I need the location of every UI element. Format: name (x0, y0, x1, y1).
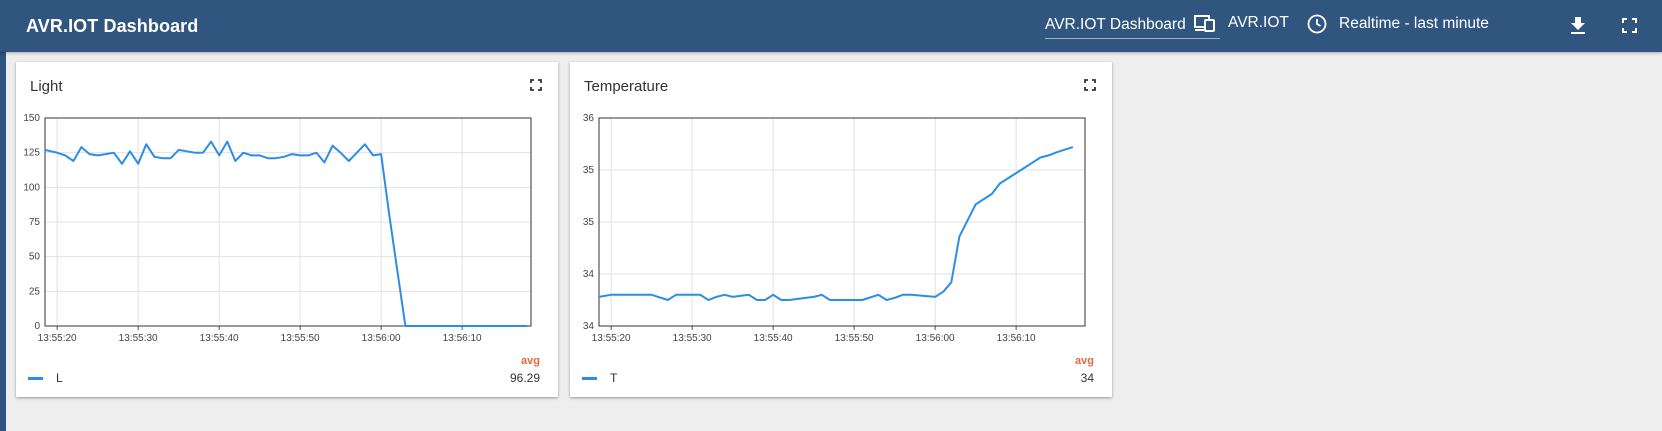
card-title: Temperature (584, 78, 669, 95)
plot-frame (598, 117, 1086, 327)
top-bar: AVR.IOT Dashboard AVR.IOT Dashboard AVR.… (0, 0, 1662, 52)
y-tick-label: 150 (23, 113, 40, 124)
avg-label: avg (521, 355, 540, 367)
legend-series-name: L (56, 371, 63, 385)
light-line-chart: 0 25 50 75 100 125 150 13:55:20 13:55:30 13:55:40… (23, 113, 532, 344)
y-tick-label: 35 (583, 217, 595, 228)
x-tick-label: 13:56:10 (443, 333, 482, 344)
y-tick-label: 125 (23, 148, 40, 159)
left-edge-strip (0, 0, 6, 431)
x-tick-label: 13:55:20 (38, 333, 77, 344)
series-line-T (598, 146, 1074, 301)
avg-label: avg (1075, 355, 1094, 367)
device-button[interactable]: AVR.IOT (1194, 14, 1289, 32)
app-title: AVR.IOT Dashboard (26, 16, 199, 36)
x-tick-label: 13:55:50 (835, 333, 874, 344)
x-tick-label: 13:55:30 (119, 333, 158, 344)
x-tick-label: 13:55:40 (200, 333, 239, 344)
dashboard-select-value: AVR.IOT Dashboard (1045, 16, 1186, 33)
download-icon[interactable] (1570, 16, 1586, 36)
y-tick-label: 0 (34, 321, 40, 332)
x-tick-label: 13:55:40 (754, 333, 793, 344)
legend-swatch (28, 377, 43, 380)
card-title: Light (30, 78, 63, 95)
clock-icon (1307, 14, 1327, 34)
card-fullscreen-icon[interactable] (1084, 79, 1096, 91)
y-tick-label: 34 (583, 321, 595, 332)
x-tick-label: 13:55:20 (592, 333, 631, 344)
grid (599, 117, 1085, 327)
y-tick-label: 35 (583, 165, 595, 176)
time-range-button[interactable]: Realtime - last minute (1307, 14, 1489, 34)
x-tick-label: 13:55:50 (281, 333, 320, 344)
card-fullscreen-icon[interactable] (530, 79, 542, 91)
x-tick-label: 13:56:00 (362, 333, 401, 344)
y-tick-label: 36 (583, 113, 595, 124)
fullscreen-icon[interactable] (1622, 18, 1637, 33)
grid (45, 117, 531, 327)
light-chart-card: Light 0 25 50 75 100 125 150 13:55:20 13:55:30 13… (16, 62, 558, 397)
device-label: AVR.IOT (1228, 14, 1289, 31)
y-tick-label: 34 (583, 269, 595, 280)
temperature-line-chart: 34 34 35 35 36 13:55:20 13:55:30 13:55:40 13:55:… (583, 113, 1086, 344)
legend-swatch (582, 377, 597, 380)
plot-frame (44, 117, 532, 327)
x-tick-label: 13:56:00 (916, 333, 955, 344)
time-range-label: Realtime - last minute (1339, 15, 1489, 32)
y-tick-label: 75 (29, 217, 41, 228)
legend-series-name: T (610, 371, 618, 385)
x-tick-label: 13:56:10 (997, 333, 1036, 344)
y-tick-label: 100 (23, 182, 40, 193)
y-tick-label: 25 (29, 286, 41, 297)
x-tick-label: 13:55:30 (673, 333, 712, 344)
series-line-L (44, 140, 527, 327)
temperature-chart-card: Temperature 34 34 35 35 36 13:55:20 13:55:30 13… (570, 62, 1112, 397)
y-tick-label: 50 (29, 252, 41, 263)
devices-icon (1194, 15, 1215, 32)
legend-avg-value: 96.29 (509, 371, 540, 385)
legend-avg-value: 34 (1080, 371, 1094, 385)
